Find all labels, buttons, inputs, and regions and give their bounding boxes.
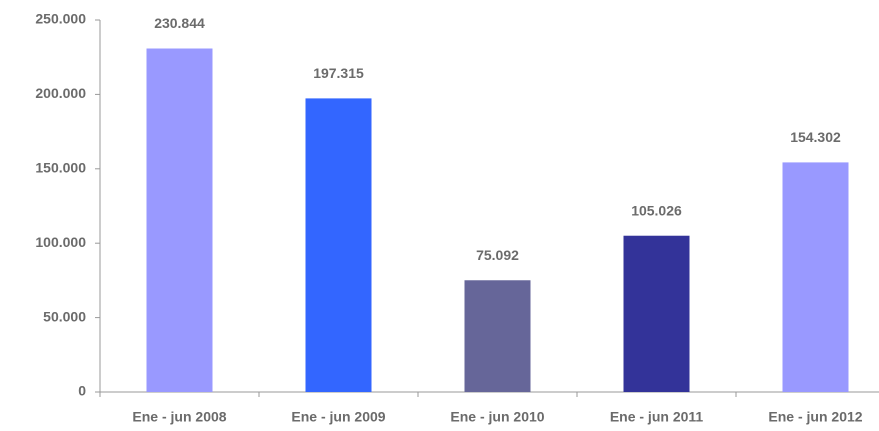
x-tick-label: Ene - jun 2009 (291, 409, 385, 425)
data-label: 105.026 (631, 202, 682, 218)
x-tick-label: Ene - jun 2010 (450, 409, 544, 425)
bar (782, 162, 849, 392)
data-label: 75.092 (476, 247, 519, 263)
data-label: 197.315 (313, 65, 364, 81)
y-tick-label: 50.000 (43, 308, 86, 324)
x-tick-label: Ene - jun 2012 (768, 409, 862, 425)
y-tick-label: 100.000 (35, 234, 86, 250)
y-tick-label: 0 (78, 383, 86, 399)
data-label: 154.302 (790, 129, 841, 145)
bar (305, 98, 372, 393)
x-tick-label: Ene - jun 2008 (132, 409, 226, 425)
bar (146, 48, 213, 393)
bar (464, 280, 531, 392)
y-tick-label: 200.000 (35, 85, 86, 101)
data-label: 230.844 (154, 15, 205, 31)
x-tick-label: Ene - jun 2011 (610, 409, 704, 425)
y-tick-label: 250.000 (35, 11, 86, 27)
y-tick-label: 150.000 (35, 160, 86, 176)
bar (623, 235, 690, 392)
